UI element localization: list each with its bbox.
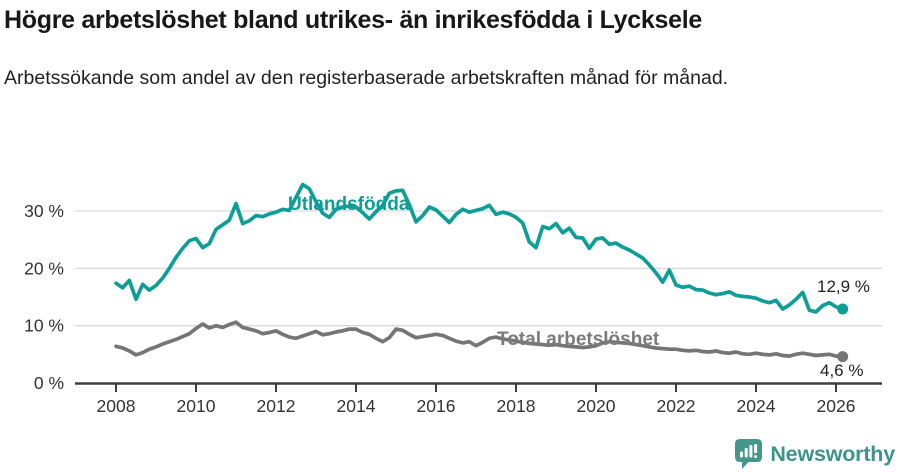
x-tick-label: 2008 [97, 396, 136, 416]
series-line-utlandsf-dda [114, 182, 845, 314]
series-line-total-arbetsl-shet [114, 320, 845, 359]
y-tick-label: 10 % [24, 316, 64, 336]
x-tick-label: 2022 [657, 396, 696, 416]
page-title: Högre arbetslöshet bland utrikes- än inr… [4, 6, 702, 34]
series-end-dot [837, 351, 849, 363]
series-label-total-arbetsloshet: Total arbetslöshet [497, 329, 660, 350]
newsworthy-icon [735, 439, 763, 469]
x-tick-label: 2012 [257, 396, 296, 416]
x-tick-label: 2026 [817, 396, 856, 416]
x-tick-label: 2020 [577, 396, 616, 416]
newsworthy-logo: Newsworthy [735, 438, 895, 470]
y-tick-label: 30 % [24, 201, 64, 221]
series-label-utlandsfodda: Utlandsfödda [288, 194, 410, 215]
x-tick-label: 2016 [417, 396, 456, 416]
end-value-label-total: 4,6 % [820, 361, 864, 380]
newsworthy-wordmark: Newsworthy [770, 441, 895, 466]
y-tick-label: 20 % [24, 258, 64, 278]
end-value-label-utlandsfodda: 12,9 % [817, 277, 870, 296]
y-tick-label: 0 % [34, 373, 64, 393]
x-tick-label: 2024 [737, 396, 776, 416]
x-tick-label: 2014 [337, 396, 376, 416]
x-tick-label: 2010 [177, 396, 216, 416]
chart-subtitle: Arbetssökande som andel av den registerb… [4, 67, 729, 89]
series-end-dot [837, 303, 849, 315]
x-tick-label: 2018 [497, 396, 536, 416]
